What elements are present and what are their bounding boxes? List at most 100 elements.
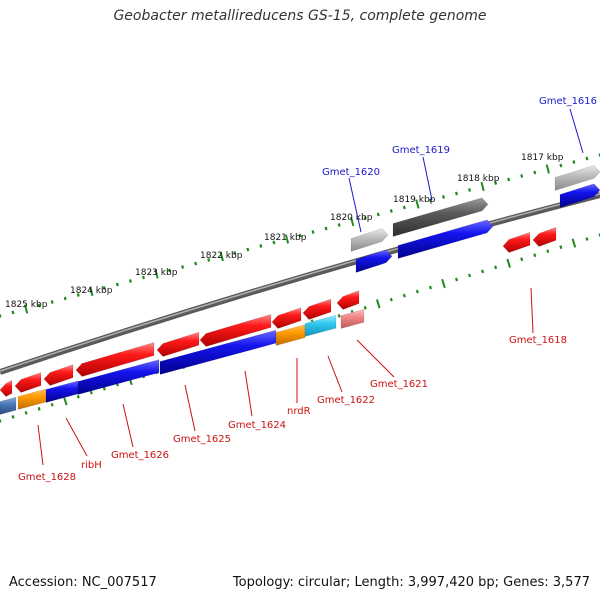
minor-tick xyxy=(389,209,393,213)
genome-summary-text: Topology: circular; Length: 3,997,420 bp… xyxy=(232,575,590,590)
major-tick xyxy=(441,278,446,289)
major-tick xyxy=(480,181,485,192)
minor-tick xyxy=(11,310,15,315)
minor-tick xyxy=(76,394,80,399)
minor-tick xyxy=(128,279,132,283)
minor-tick xyxy=(585,156,589,161)
gene-labels: Gmet_1616 Gmet_1619 Gmet_1620 Gmet_1618 … xyxy=(18,96,597,483)
minor-tick xyxy=(102,286,106,290)
major-tick xyxy=(219,251,224,262)
gene-nrdr xyxy=(275,324,306,346)
minor-tick xyxy=(50,300,54,304)
minor-tick xyxy=(376,212,380,217)
gene-label-gmet-1624: Gmet_1624 xyxy=(228,420,286,431)
minor-tick xyxy=(76,293,80,297)
minor-tick xyxy=(246,247,250,252)
gene-gmet-1618-a xyxy=(502,231,531,253)
gene-red xyxy=(75,342,155,377)
minor-tick xyxy=(455,191,458,196)
gene-label-gmet-1618: Gmet_1618 xyxy=(509,335,567,346)
major-tick xyxy=(154,269,159,279)
minor-tick xyxy=(389,297,393,302)
minor-tick xyxy=(63,296,67,301)
gene-red xyxy=(43,364,74,386)
kbp-label: 1822 kbp xyxy=(200,251,243,261)
minor-tick xyxy=(520,257,524,262)
minor-tick xyxy=(533,253,537,258)
kbp-label: 1819 kbp xyxy=(393,195,436,205)
kbp-label: 1821 kbp xyxy=(264,233,307,243)
minor-tick xyxy=(402,293,406,298)
minor-tick xyxy=(89,390,93,395)
major-tick xyxy=(62,396,68,406)
major-tick xyxy=(375,299,381,309)
minor-tick xyxy=(533,170,537,175)
gene-gmet-1620 xyxy=(355,249,393,273)
minor-tick xyxy=(468,188,472,192)
minor-tick xyxy=(363,216,367,220)
gene-red xyxy=(271,307,302,329)
gene-label-nrdr: nrdR xyxy=(287,406,311,417)
gene-label-gmet-1626: Gmet_1626 xyxy=(111,450,169,461)
gene-red xyxy=(156,331,200,357)
kbp-label: 1824 kbp xyxy=(70,286,113,296)
kbp-label: 1825 kbp xyxy=(5,300,48,310)
minor-tick xyxy=(207,258,211,262)
major-tick xyxy=(89,286,94,297)
gene-gmet-1626 xyxy=(77,359,160,395)
minor-tick xyxy=(337,223,341,227)
minor-tick xyxy=(168,268,172,273)
gene-label-ribh: ribH xyxy=(81,460,102,471)
kbp-label: 1820 kbp xyxy=(330,213,373,223)
minor-tick xyxy=(115,282,119,287)
gene-label-gmet-1619: Gmet_1619 xyxy=(392,145,450,156)
minor-tick xyxy=(415,289,419,294)
gene-steel xyxy=(0,396,17,415)
minor-tick xyxy=(298,233,302,238)
gene-red xyxy=(0,379,13,397)
outer-scale-ticks xyxy=(0,153,600,318)
minor-tick xyxy=(494,265,498,270)
kbp-label: 1823 kbp xyxy=(135,268,178,278)
gene-gmet-1620-grey xyxy=(350,228,389,252)
minor-tick xyxy=(520,174,524,178)
major-tick xyxy=(415,199,420,209)
major-tick xyxy=(350,216,355,227)
minor-tick xyxy=(24,411,28,415)
minor-tick xyxy=(102,386,106,391)
gene-gmet-1619 xyxy=(397,219,494,259)
gene-gmet-1616-grey xyxy=(554,165,600,191)
minor-tick xyxy=(402,205,406,210)
minor-tick xyxy=(454,277,459,282)
gene-red xyxy=(302,298,332,320)
kbp-labels: 1825 kbp 1824 kbp 1823 kbp 1822 kbp 1821… xyxy=(5,153,564,310)
gene-label-gmet-1628: Gmet_1628 xyxy=(18,472,76,483)
gene-red xyxy=(14,372,42,393)
gene-gmet-1618-b xyxy=(532,226,557,247)
minor-tick xyxy=(481,269,485,274)
minor-tick xyxy=(11,415,15,419)
gene-pink xyxy=(340,308,365,329)
minor-tick xyxy=(507,177,511,182)
gene-label-gmet-1625: Gmet_1625 xyxy=(173,434,231,445)
gene-features xyxy=(0,165,600,415)
minor-tick xyxy=(272,240,276,245)
kbp-label: 1818 kbp xyxy=(457,174,500,184)
minor-tick xyxy=(324,226,328,231)
major-tick xyxy=(23,304,29,314)
minor-tick xyxy=(468,273,472,278)
minor-tick xyxy=(37,303,41,308)
gene-label-gmet-1620: Gmet_1620 xyxy=(322,167,380,178)
minor-tick xyxy=(259,244,263,248)
gene-red xyxy=(336,290,360,310)
minor-tick xyxy=(442,195,445,199)
minor-tick xyxy=(559,245,563,249)
minor-tick xyxy=(559,163,563,168)
minor-tick xyxy=(585,237,589,241)
major-tick xyxy=(571,238,577,248)
backbone xyxy=(0,192,600,375)
gene-label-gmet-1616: Gmet_1616 xyxy=(539,96,597,107)
minor-tick xyxy=(233,251,237,255)
gene-label-gmet-1621: Gmet_1621 xyxy=(370,379,428,390)
